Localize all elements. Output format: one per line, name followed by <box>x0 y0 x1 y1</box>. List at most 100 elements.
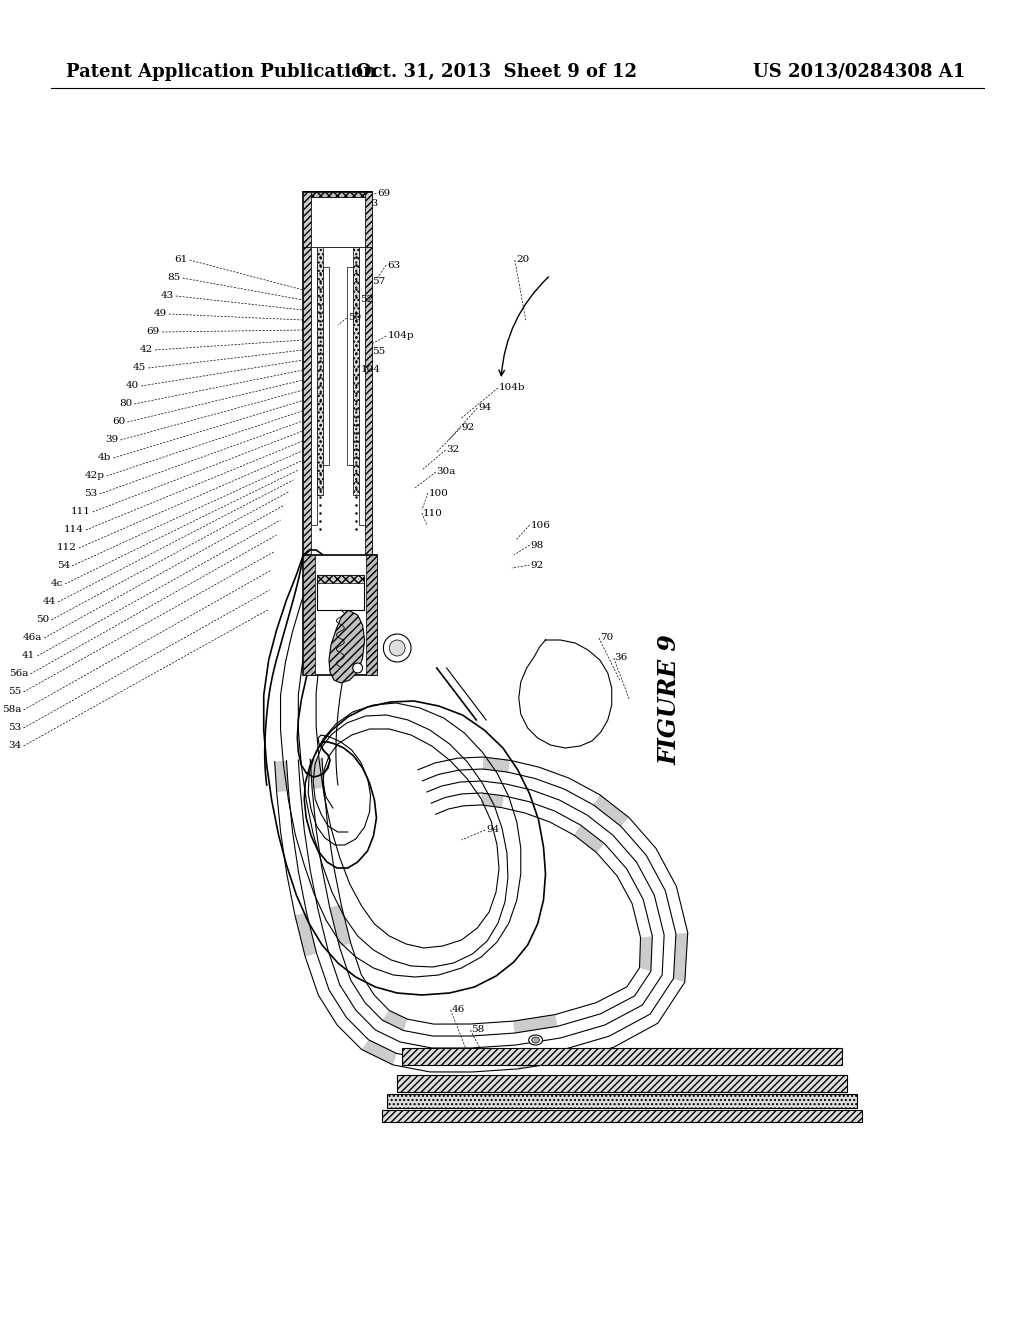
Polygon shape <box>397 1074 847 1092</box>
Polygon shape <box>274 760 289 792</box>
Text: 94: 94 <box>478 404 492 412</box>
Text: 60: 60 <box>112 417 125 426</box>
Text: 57: 57 <box>373 277 386 286</box>
Text: 46a: 46a <box>23 634 42 643</box>
Text: FIGURE 9: FIGURE 9 <box>657 635 681 766</box>
Polygon shape <box>303 247 311 554</box>
Text: Patent Application Publication: Patent Application Publication <box>66 63 376 81</box>
Polygon shape <box>352 247 358 495</box>
Polygon shape <box>382 1110 862 1122</box>
Text: 92: 92 <box>462 424 475 433</box>
Polygon shape <box>482 758 510 772</box>
Text: 92: 92 <box>530 561 544 569</box>
Text: 42: 42 <box>139 346 153 355</box>
Text: 4b: 4b <box>98 454 112 462</box>
Polygon shape <box>358 247 365 525</box>
Text: 42p: 42p <box>85 471 104 480</box>
Text: 56: 56 <box>346 222 359 231</box>
Polygon shape <box>382 1010 408 1031</box>
Text: 40: 40 <box>126 381 139 391</box>
Ellipse shape <box>383 634 411 663</box>
Polygon shape <box>517 1049 565 1069</box>
Polygon shape <box>513 1015 558 1034</box>
Text: 70: 70 <box>600 634 613 643</box>
Ellipse shape <box>352 663 362 673</box>
Text: 36: 36 <box>614 653 628 663</box>
Text: 69: 69 <box>146 327 160 337</box>
Text: 104b: 104b <box>499 384 525 392</box>
Polygon shape <box>640 936 652 972</box>
Polygon shape <box>311 197 365 247</box>
Polygon shape <box>317 576 364 583</box>
Text: 39: 39 <box>105 436 119 445</box>
Text: 55: 55 <box>373 347 386 356</box>
Text: 50: 50 <box>348 314 361 322</box>
Text: 49: 49 <box>154 309 167 318</box>
Polygon shape <box>295 912 316 957</box>
Polygon shape <box>303 191 311 247</box>
Text: 41: 41 <box>23 652 36 660</box>
Text: 58: 58 <box>471 1026 484 1035</box>
Text: 43: 43 <box>366 199 379 209</box>
Polygon shape <box>303 191 373 247</box>
Text: 43: 43 <box>161 292 174 301</box>
Polygon shape <box>303 554 378 675</box>
Polygon shape <box>330 904 351 946</box>
Polygon shape <box>347 267 352 465</box>
Text: 63: 63 <box>387 260 400 269</box>
Text: Oct. 31, 2013  Sheet 9 of 12: Oct. 31, 2013 Sheet 9 of 12 <box>355 63 637 81</box>
Ellipse shape <box>528 1035 543 1045</box>
Ellipse shape <box>531 1038 540 1043</box>
Ellipse shape <box>389 640 406 656</box>
Text: 111: 111 <box>71 507 91 516</box>
Polygon shape <box>387 1094 857 1107</box>
Text: 69: 69 <box>378 189 391 198</box>
Text: US 2013/0284308 A1: US 2013/0284308 A1 <box>754 63 966 81</box>
Polygon shape <box>674 933 688 982</box>
Text: 4c: 4c <box>50 579 63 589</box>
Polygon shape <box>311 191 365 197</box>
Text: 45: 45 <box>133 363 146 372</box>
Polygon shape <box>365 191 373 247</box>
Polygon shape <box>574 825 604 853</box>
Text: 30a: 30a <box>437 467 456 477</box>
Text: 61: 61 <box>174 256 187 264</box>
Text: 110: 110 <box>423 508 442 517</box>
Text: 94: 94 <box>486 825 500 834</box>
Text: 54: 54 <box>56 561 70 570</box>
Text: 34: 34 <box>8 742 22 751</box>
Polygon shape <box>310 759 324 789</box>
Polygon shape <box>317 576 364 610</box>
Text: 52: 52 <box>359 296 373 305</box>
Text: 104p: 104p <box>387 331 414 341</box>
Text: 56a: 56a <box>9 669 29 678</box>
Text: 44: 44 <box>43 598 56 606</box>
Text: 104: 104 <box>360 366 381 375</box>
Polygon shape <box>329 610 365 682</box>
Text: 32: 32 <box>446 446 460 454</box>
Text: 53: 53 <box>84 490 97 499</box>
Polygon shape <box>317 247 323 495</box>
Text: 20: 20 <box>516 256 529 264</box>
Text: 112: 112 <box>57 544 77 553</box>
Text: 98: 98 <box>530 540 544 549</box>
Text: 50: 50 <box>36 615 49 624</box>
Text: 106: 106 <box>530 520 551 529</box>
Text: 53: 53 <box>8 723 22 733</box>
Polygon shape <box>481 793 504 808</box>
Text: 80: 80 <box>119 400 132 408</box>
Polygon shape <box>402 1048 842 1065</box>
Polygon shape <box>303 554 315 675</box>
Polygon shape <box>361 1040 396 1065</box>
Polygon shape <box>311 247 317 525</box>
Text: 58a: 58a <box>2 705 22 714</box>
Text: 46: 46 <box>452 1006 465 1015</box>
Polygon shape <box>323 267 329 465</box>
Text: 85: 85 <box>168 273 180 282</box>
Text: 114: 114 <box>63 525 84 535</box>
Text: 100: 100 <box>429 488 449 498</box>
Polygon shape <box>594 795 629 826</box>
Polygon shape <box>365 247 373 554</box>
Text: 55: 55 <box>8 688 22 697</box>
Text: 51: 51 <box>354 210 368 219</box>
